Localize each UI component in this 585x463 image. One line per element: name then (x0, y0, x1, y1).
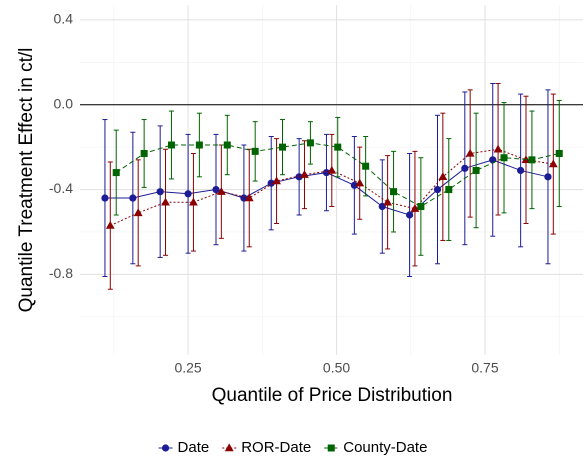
marker (433, 185, 442, 194)
marker (461, 164, 469, 172)
marker (517, 166, 525, 175)
marker (438, 172, 448, 181)
x-axis-title: Quantile of Price Distribution (212, 385, 453, 406)
marker (528, 156, 536, 164)
y-tick-label: -0.4 (49, 180, 73, 196)
marker (500, 154, 508, 162)
marker (493, 144, 503, 153)
marker (189, 197, 198, 206)
marker (362, 162, 370, 170)
marker (410, 204, 420, 212)
marker (472, 166, 480, 174)
marker (405, 211, 414, 219)
marker (548, 159, 558, 168)
marker (212, 185, 220, 194)
legend-marker (224, 443, 234, 452)
x-tick-label: 0.25 (174, 360, 201, 376)
marker (417, 203, 425, 211)
legend-label: ROR-Date (241, 439, 311, 456)
marker (161, 197, 170, 206)
marker (295, 173, 303, 181)
marker (445, 186, 453, 194)
marker (544, 173, 552, 181)
marker (334, 143, 342, 151)
marker (133, 208, 143, 217)
legend-label: County-Date (343, 439, 427, 456)
y-axis-title: Quantile Treatment Effect in ct/l (16, 48, 37, 313)
y-tick-label: -0.8 (49, 265, 73, 281)
marker (195, 141, 203, 149)
marker (390, 188, 398, 196)
marker (140, 149, 148, 157)
marker (244, 193, 254, 202)
x-tick-label: 0.50 (323, 360, 350, 376)
legend-marker (161, 444, 170, 452)
y-tick-label: 0.0 (54, 95, 74, 111)
y-tick-label: 0.4 (54, 11, 74, 27)
marker (112, 169, 120, 177)
marker (223, 141, 231, 149)
legend-label: Date (178, 439, 210, 456)
marker (156, 188, 164, 196)
marker (272, 176, 281, 185)
marker (251, 147, 259, 155)
x-tick-label: 0.75 (471, 360, 498, 376)
marker (184, 190, 192, 198)
marker (465, 148, 475, 157)
marker (167, 141, 175, 149)
marker (300, 170, 309, 178)
marker (279, 143, 287, 151)
marker (383, 197, 393, 206)
marker (355, 178, 365, 187)
marker (306, 139, 314, 147)
series-line (115, 142, 560, 208)
marker (555, 149, 563, 157)
marker (322, 168, 331, 177)
marker (129, 194, 137, 202)
marker (267, 179, 275, 187)
marker (105, 221, 115, 229)
legend-marker (327, 444, 335, 452)
marker (216, 187, 226, 195)
marker (327, 165, 337, 174)
marker (350, 181, 358, 189)
marker (101, 194, 109, 202)
